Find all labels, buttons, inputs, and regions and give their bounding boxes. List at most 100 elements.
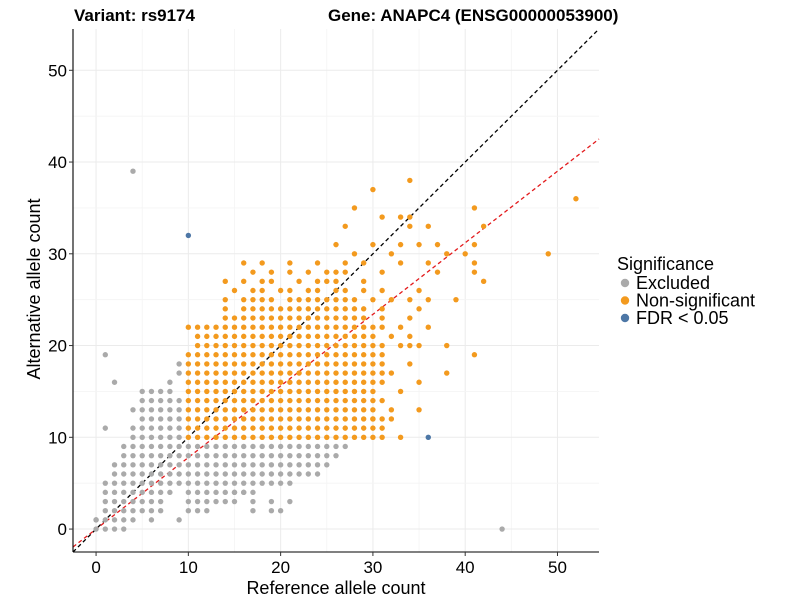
point-excluded <box>102 480 108 486</box>
point-excluded <box>121 443 127 450</box>
point-non-significant <box>259 370 265 376</box>
point-non-significant <box>222 333 228 340</box>
point-excluded <box>333 443 339 450</box>
point-excluded <box>157 498 164 505</box>
point-excluded <box>139 498 145 505</box>
point-excluded <box>222 498 228 505</box>
point-non-significant <box>407 214 413 220</box>
point-non-significant <box>296 379 302 385</box>
point-non-significant <box>388 407 395 413</box>
point-non-significant <box>204 352 210 358</box>
point-non-significant <box>480 278 487 285</box>
point-non-significant <box>351 342 358 349</box>
point-non-significant <box>360 361 367 367</box>
point-non-significant <box>204 379 210 385</box>
point-non-significant <box>213 434 219 441</box>
point-excluded <box>185 443 192 450</box>
point-excluded <box>259 471 265 477</box>
point-excluded <box>139 434 145 441</box>
point-non-significant <box>222 315 228 321</box>
point-excluded <box>185 489 192 496</box>
point-excluded <box>130 480 136 486</box>
point-non-significant <box>370 342 376 349</box>
point-non-significant <box>231 342 238 349</box>
point-non-significant <box>231 416 238 422</box>
point-excluded <box>102 425 108 431</box>
point-excluded <box>213 462 219 468</box>
legend-swatch <box>620 296 630 305</box>
point-non-significant <box>342 296 348 303</box>
point-excluded <box>314 471 321 477</box>
point-non-significant <box>250 370 256 376</box>
point-non-significant <box>397 342 404 349</box>
point-non-significant <box>241 278 247 285</box>
point-excluded <box>111 498 118 505</box>
point-excluded <box>157 434 164 441</box>
point-excluded <box>102 498 108 505</box>
point-non-significant <box>296 407 302 413</box>
point-non-significant <box>222 397 228 404</box>
point-excluded <box>148 480 155 486</box>
point-non-significant <box>324 434 330 441</box>
point-non-significant <box>287 379 293 385</box>
point-non-significant <box>268 306 275 312</box>
point-non-significant <box>397 214 404 220</box>
point-non-significant <box>379 342 385 349</box>
point-non-significant <box>204 333 210 340</box>
point-non-significant <box>333 306 339 312</box>
point-non-significant <box>185 434 192 441</box>
point-excluded <box>157 452 164 459</box>
x-tick-label: 30 <box>363 558 382 577</box>
point-non-significant <box>416 287 422 294</box>
point-non-significant <box>259 425 265 431</box>
point-excluded <box>213 489 219 496</box>
point-non-significant <box>268 269 275 275</box>
point-non-significant <box>241 425 247 431</box>
point-non-significant <box>287 352 293 358</box>
point-non-significant <box>241 315 247 321</box>
point-non-significant <box>333 397 339 404</box>
point-excluded <box>176 480 182 486</box>
point-non-significant <box>268 315 275 321</box>
point-non-significant <box>222 278 228 285</box>
point-excluded <box>259 452 265 459</box>
reference-line-identity <box>72 28 600 553</box>
point-non-significant <box>250 388 256 395</box>
point-excluded <box>222 443 228 450</box>
point-non-significant <box>287 434 293 441</box>
point-non-significant <box>351 379 358 385</box>
point-excluded <box>111 508 118 514</box>
point-non-significant <box>314 434 321 441</box>
title-variant: Variant: rs9174 <box>74 6 196 25</box>
point-non-significant <box>241 388 247 395</box>
point-excluded <box>222 462 228 468</box>
point-excluded <box>241 443 247 450</box>
point-non-significant <box>222 379 228 385</box>
point-non-significant <box>268 434 275 441</box>
point-excluded <box>194 489 201 496</box>
point-non-significant <box>241 306 247 312</box>
point-non-significant <box>425 223 431 229</box>
point-excluded <box>250 480 256 486</box>
point-non-significant <box>241 333 247 340</box>
point-non-significant <box>296 388 302 395</box>
point-non-significant <box>360 425 367 431</box>
point-excluded <box>305 462 312 468</box>
point-non-significant <box>296 361 302 367</box>
point-non-significant <box>305 397 312 404</box>
point-non-significant <box>277 324 284 330</box>
point-non-significant <box>287 324 293 330</box>
point-non-significant <box>222 370 228 376</box>
point-non-significant <box>360 370 367 376</box>
point-non-significant <box>250 434 256 441</box>
point-excluded <box>213 452 219 459</box>
point-non-significant <box>305 333 312 340</box>
point-non-significant <box>268 379 275 385</box>
point-non-significant <box>379 425 385 431</box>
point-non-significant <box>241 260 247 266</box>
point-non-significant <box>204 425 210 431</box>
point-non-significant <box>314 342 321 349</box>
point-excluded <box>130 508 136 514</box>
point-non-significant <box>351 251 358 257</box>
point-excluded <box>241 452 247 459</box>
